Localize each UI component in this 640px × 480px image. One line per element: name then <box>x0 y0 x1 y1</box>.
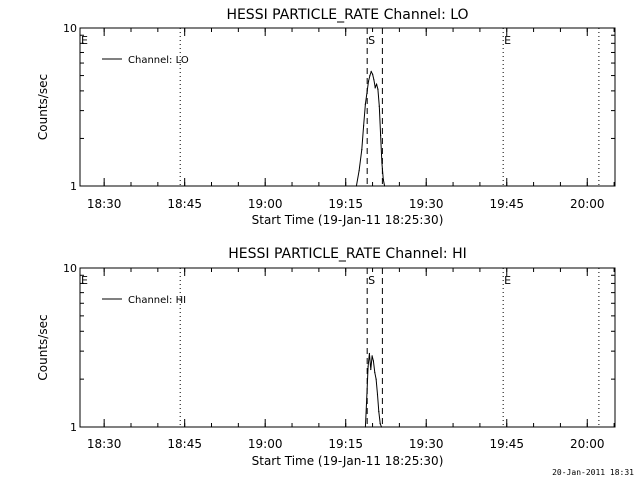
marker-label: E <box>504 34 511 47</box>
data-point <box>363 125 365 127</box>
x-tick-label: 18:30 <box>87 437 122 451</box>
x-tick-label: 19:15 <box>328 437 363 451</box>
data-point <box>374 86 376 89</box>
legend-label: Channel: LO <box>128 55 189 66</box>
data-point <box>376 393 379 396</box>
x-tick-label: 18:45 <box>167 437 202 451</box>
x-tick-label: 19:00 <box>248 437 283 451</box>
marker-label: S <box>368 34 375 47</box>
data-point <box>374 371 376 374</box>
x-tick-label: 19:00 <box>248 197 283 211</box>
data-point <box>370 368 372 371</box>
footer-timestamp: 20-Jan-2011 18:31 <box>552 468 634 477</box>
data-point <box>384 185 386 187</box>
legend: Channel: LO <box>102 55 189 66</box>
data-point <box>382 178 384 181</box>
data-point <box>375 378 377 380</box>
marker-label: E <box>81 34 88 47</box>
legend: Channel: HI <box>102 295 186 306</box>
y-axis-label: Counts/sec <box>36 314 50 380</box>
data-point <box>358 170 360 172</box>
x-axis-label: Start Time (19-Jan-11 18:25:30) <box>252 454 444 468</box>
plot-frame <box>79 27 616 187</box>
data-point <box>370 70 372 73</box>
data-point <box>369 74 371 77</box>
legend-label: Channel: HI <box>128 295 186 306</box>
data-point <box>372 360 375 362</box>
series-line <box>355 70 386 187</box>
data-point <box>378 105 380 107</box>
series-line <box>364 353 382 428</box>
y-tick-label: 1 <box>70 180 77 193</box>
data-point <box>379 423 381 425</box>
x-axis-label: Start Time (19-Jan-11 18:25:30) <box>252 213 444 227</box>
marker-label: S <box>368 274 375 287</box>
x-tick-label: 18:45 <box>167 197 202 211</box>
x-tick-label: 20:00 <box>570 437 605 451</box>
data-point <box>371 73 374 75</box>
panel-2: HESSI PARTICLE_RATE Channel: HI 1 10 Counts… <box>36 246 616 468</box>
chart-title: HESSI PARTICLE_RATE Channel: LO <box>226 7 468 23</box>
data-point <box>373 79 375 81</box>
data-point <box>375 83 378 85</box>
x-tick-label: 20:00 <box>570 197 605 211</box>
x-tick-label: 19:30 <box>409 197 444 211</box>
marker-label: E <box>504 274 511 287</box>
data-point <box>381 162 383 164</box>
y-axis-label: Counts/sec <box>36 74 50 140</box>
data-point <box>368 352 371 355</box>
y-tick-label: 10 <box>63 262 77 275</box>
data-point <box>380 426 383 428</box>
marker-label: E <box>81 274 88 287</box>
x-tick-label: 19:45 <box>489 197 524 211</box>
y-tick-label: 1 <box>70 421 77 434</box>
data-point <box>378 410 380 413</box>
plot-frame <box>79 267 616 428</box>
data-point <box>367 365 369 368</box>
data-point <box>355 185 358 187</box>
data-point <box>380 134 382 136</box>
data-point <box>371 355 373 357</box>
data-point <box>364 103 366 105</box>
data-point <box>367 80 370 82</box>
data-point <box>364 426 366 428</box>
chart-title: HESSI PARTICLE_RATE Channel: HI <box>228 246 466 262</box>
data-point <box>377 88 379 90</box>
data-point <box>366 90 368 92</box>
x-tick-label: 19:30 <box>409 437 444 451</box>
panel-1: HESSI PARTICLE_RATE Channel: LO 1 10 Counts… <box>36 7 616 227</box>
x-tick-label: 19:15 <box>328 197 363 211</box>
x-tick-label: 19:45 <box>489 437 524 451</box>
data-point <box>361 148 363 151</box>
x-tick-label: 18:30 <box>87 197 122 211</box>
data-point <box>366 398 368 400</box>
y-tick-label: 10 <box>63 22 77 35</box>
